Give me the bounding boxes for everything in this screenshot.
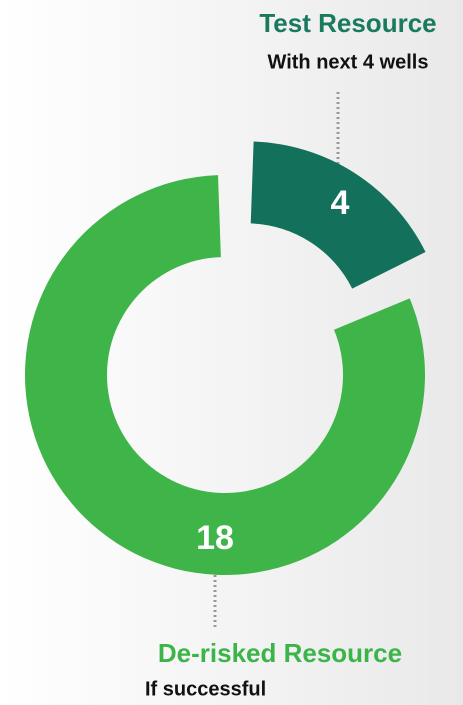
donut-slice: [24, 175, 425, 576]
value-label: 18: [196, 519, 234, 557]
category-label: Test Resource: [259, 8, 436, 38]
donut: [24, 141, 426, 576]
donut-slice: [250, 141, 426, 289]
subtitle: If successful: [145, 678, 266, 700]
subtitle: With next 4 wells: [268, 51, 429, 73]
value-label: 4: [331, 184, 350, 222]
category-label: De-risked Resource: [158, 638, 402, 668]
